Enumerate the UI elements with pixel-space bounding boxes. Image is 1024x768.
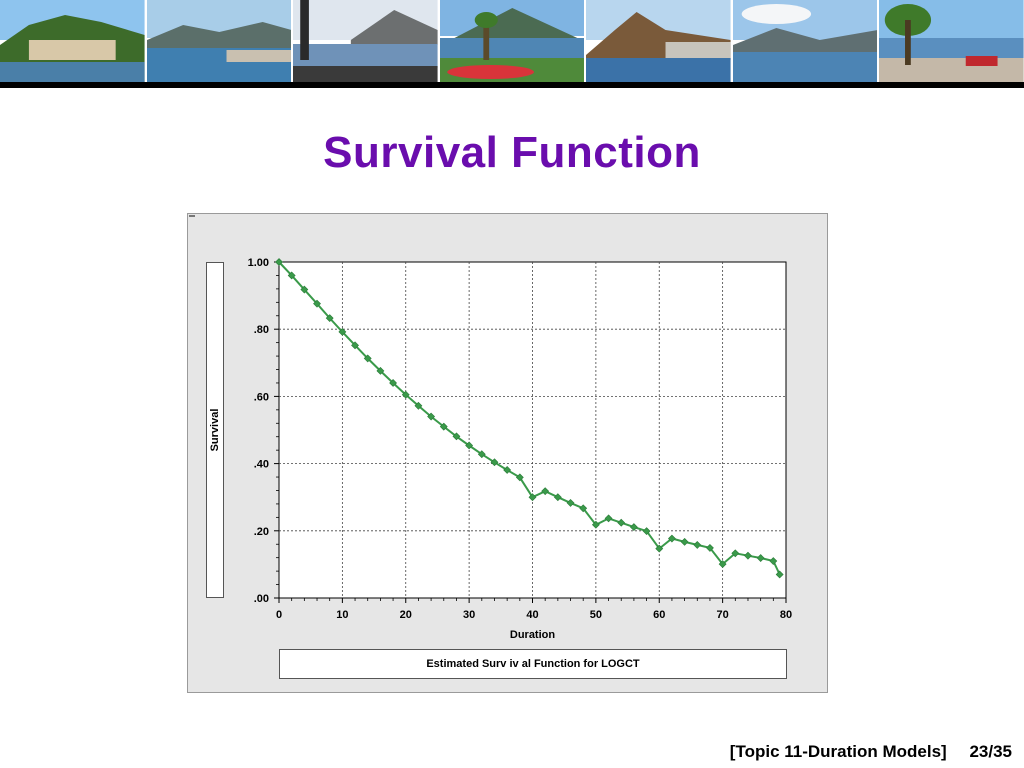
y-tick-label: .80	[254, 324, 269, 336]
slide-footer: [Topic 11-Duration Models] 23/35	[730, 742, 1012, 762]
data-point	[325, 314, 334, 323]
y-tick-label: .00	[254, 593, 269, 605]
data-point	[414, 401, 423, 410]
data-point	[604, 514, 613, 523]
data-point	[401, 390, 410, 399]
y-tick-label: .20	[254, 526, 269, 538]
frame-corner-marker	[189, 215, 195, 217]
banner-divider	[0, 82, 1024, 88]
data-point	[693, 540, 702, 549]
data-point	[376, 366, 385, 375]
data-point	[313, 299, 321, 308]
x-axis-label: Duration	[510, 629, 556, 641]
data-point	[731, 549, 740, 558]
data-point	[706, 544, 714, 552]
lake-valley-photo	[732, 0, 880, 82]
lakefront-walkway-photo	[879, 0, 1024, 82]
data-point	[756, 554, 765, 562]
data-point	[528, 493, 537, 502]
data-point	[338, 327, 347, 336]
data-point	[275, 258, 283, 266]
data-point	[427, 412, 436, 421]
lakeside-hill-town-photo	[0, 0, 147, 82]
data-point	[465, 441, 474, 450]
data-point	[351, 341, 359, 350]
y-axis-label-box	[206, 262, 224, 598]
x-tick-label: 30	[463, 609, 475, 621]
data-point	[617, 518, 626, 527]
x-tick-label: 20	[400, 609, 412, 621]
data-point	[389, 379, 397, 387]
garden-lake-photo	[439, 0, 587, 82]
data-point	[300, 285, 309, 294]
data-point	[680, 537, 689, 546]
data-point	[515, 473, 524, 482]
y-tick-label: .60	[254, 391, 269, 403]
data-point	[287, 271, 296, 280]
data-point	[744, 551, 752, 560]
data-point	[452, 432, 461, 441]
slide-title: Survival Function	[323, 128, 701, 177]
data-point	[718, 560, 727, 568]
data-point	[668, 534, 676, 543]
data-point	[439, 422, 448, 431]
data-point	[591, 520, 600, 529]
data-point	[490, 458, 499, 467]
mountain-lake-photo	[586, 0, 733, 82]
data-point	[579, 504, 588, 513]
photo-banner	[0, 0, 1024, 82]
data-point	[655, 544, 664, 553]
lake-promenade-photo	[293, 0, 440, 82]
lake-bay-photo	[146, 0, 294, 82]
data-point	[629, 523, 638, 532]
data-point	[541, 487, 550, 496]
footer-topic: [Topic 11-Duration Models]	[729, 742, 947, 761]
x-tick-label: 60	[653, 609, 665, 621]
data-point	[642, 527, 651, 536]
survival-chart: 0 10 20 30 40 50 60 70 80 .00 .20 .40 .60 .80 1.00 Dura…	[248, 257, 793, 641]
data-point	[769, 557, 778, 565]
y-tick-label: 1.00	[248, 257, 269, 269]
x-tick-label: 50	[590, 609, 602, 621]
y-tick-label: .40	[254, 459, 269, 471]
data-point	[477, 450, 486, 459]
footer-page-number: 23/35	[969, 742, 1012, 761]
data-point	[775, 570, 784, 579]
data-point	[553, 493, 562, 502]
chart-caption: Estimated Surv iv al Function for LOGCT	[279, 649, 787, 679]
x-tick-label: 0	[276, 609, 282, 621]
data-point	[363, 354, 372, 363]
x-tick-label: 40	[526, 609, 538, 621]
x-tick-label: 10	[336, 609, 348, 621]
data-point	[503, 466, 512, 474]
x-tick-label: 70	[717, 609, 729, 621]
x-tick-label: 80	[780, 609, 792, 621]
data-point	[566, 498, 575, 507]
